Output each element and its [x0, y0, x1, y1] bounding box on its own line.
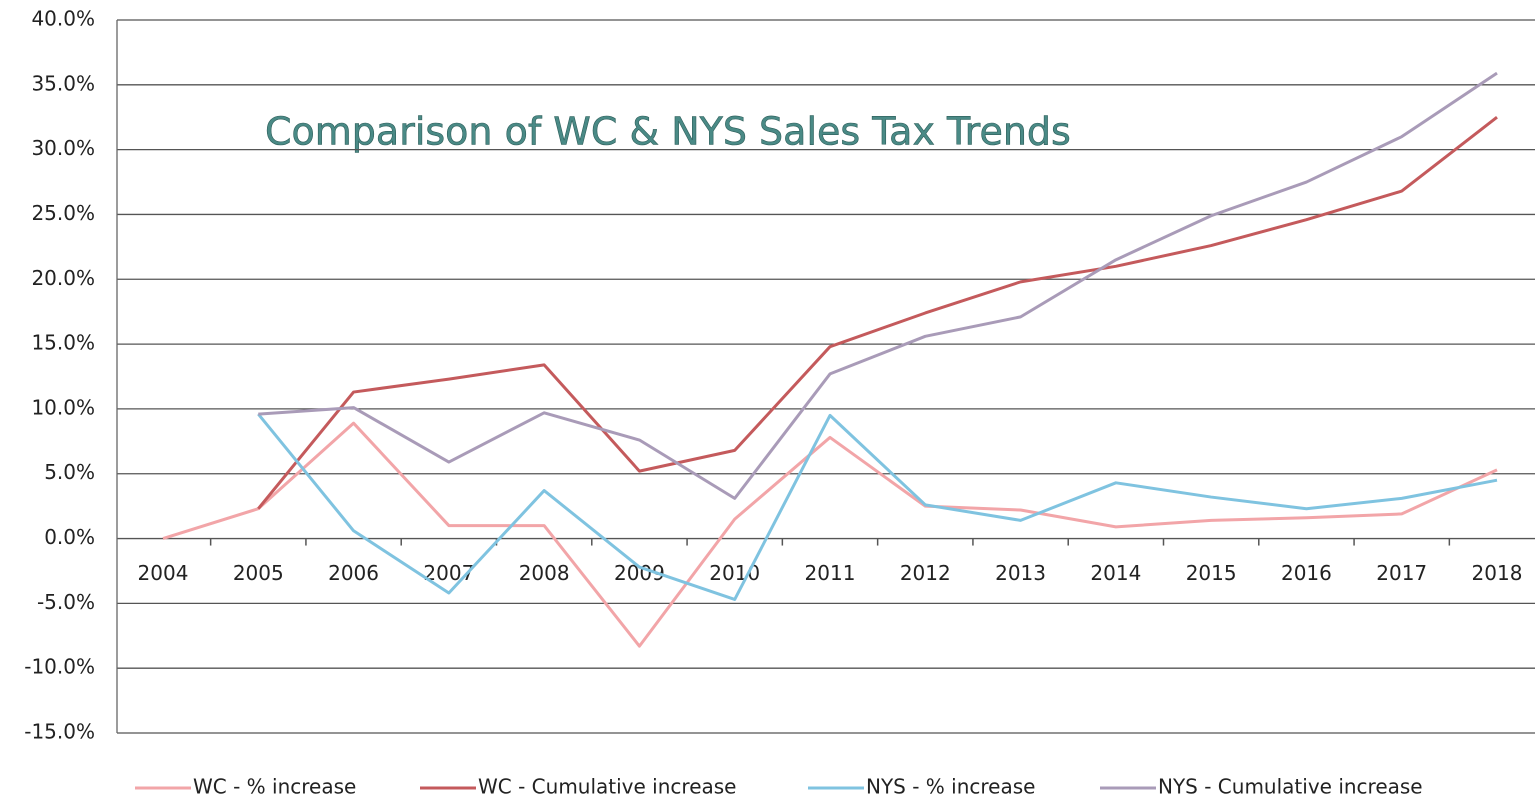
- y-tick-label: 0.0%: [44, 525, 95, 549]
- y-tick-label: 15.0%: [31, 331, 95, 355]
- legend-label: WC - Cumulative increase: [478, 775, 736, 799]
- x-tick-label: 2005: [233, 561, 284, 585]
- x-tick-label: 2017: [1376, 561, 1427, 585]
- x-tick-label: 2004: [138, 561, 189, 585]
- x-tick-label: 2011: [805, 561, 856, 585]
- x-tick-label: 2014: [1090, 561, 1141, 585]
- x-tick-label: 2015: [1186, 561, 1237, 585]
- y-tick-label: 20.0%: [31, 266, 95, 290]
- series-line: [257, 413, 1498, 601]
- series-line: [258, 71, 1498, 500]
- x-tick-label: 2018: [1472, 561, 1523, 585]
- x-tick-label: 2012: [900, 561, 951, 585]
- y-tick-label: -15.0%: [24, 720, 95, 744]
- y-tick-label: 30.0%: [31, 136, 95, 160]
- y-tick-label: -10.0%: [24, 655, 95, 679]
- series-line: [257, 116, 1498, 510]
- x-tick-label: 2016: [1281, 561, 1332, 585]
- series-line: [162, 421, 1498, 648]
- x-tick-label: 2013: [995, 561, 1046, 585]
- y-tick-label: -5.0%: [37, 590, 95, 614]
- x-tick-label: 2006: [328, 561, 379, 585]
- y-tick-label: 40.0%: [31, 7, 95, 31]
- legend-label: WC - % increase: [193, 775, 356, 799]
- y-tick-label: 10.0%: [31, 395, 95, 419]
- legend-label: NYS - % increase: [866, 775, 1035, 799]
- chart-title: Comparison of WC & NYS Sales Tax Trends: [265, 110, 1071, 154]
- y-tick-label: 25.0%: [31, 201, 95, 225]
- y-tick-label: 5.0%: [44, 460, 95, 484]
- y-tick-label: 35.0%: [31, 71, 95, 95]
- x-tick-label: 2008: [519, 561, 570, 585]
- legend-label: NYS - Cumulative increase: [1158, 775, 1423, 799]
